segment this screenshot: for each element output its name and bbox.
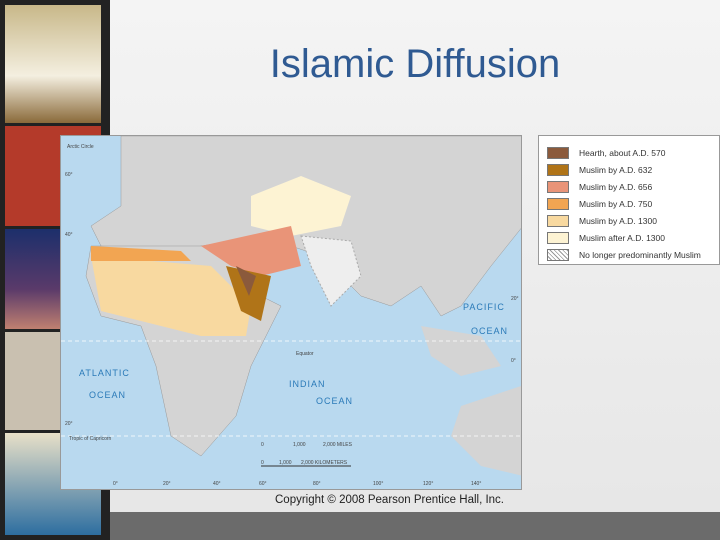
legend-swatch (547, 146, 569, 159)
indian-label: INDIAN (289, 379, 326, 389)
lon-label: 120° (423, 481, 434, 487)
scale-km-0: 0 (261, 460, 264, 466)
scale-mile-0: 0 (261, 442, 264, 448)
legend-item: Hearth, about A.D. 570 (547, 144, 719, 161)
footer-bar (110, 512, 720, 540)
lon-label: 20° (163, 481, 171, 487)
arctic-circle-label: Arctic Circle (67, 144, 94, 150)
pacific-ocean-label: OCEAN (471, 326, 509, 336)
region-1300-central-asia (251, 176, 351, 236)
legend-swatch (547, 231, 569, 244)
atlantic-ocean-label: OCEAN (89, 390, 127, 400)
diffusion-map: Arctic Circle ATLANTIC OCEAN INDIAN OCEA… (60, 135, 522, 490)
legend-item: Muslim by A.D. 1300 (547, 212, 719, 229)
atlantic-label: ATLANTIC (79, 368, 130, 378)
lon-label: 40° (213, 481, 221, 487)
region-750 (91, 246, 191, 261)
legend-label: Muslim by A.D. 632 (579, 164, 653, 175)
church-image (5, 5, 101, 123)
lat-label: 20° (65, 421, 73, 427)
slide-title: Islamic Diffusion (269, 42, 561, 86)
scale-mile-2000: 2,000 MILES (323, 442, 352, 448)
lat-label: 60° (65, 172, 73, 178)
legend-swatch (547, 214, 569, 227)
copyright-text: Copyright © 2008 Pearson Prentice Hall, … (275, 494, 505, 506)
lon-label: 0° (113, 481, 118, 487)
legend-label: Muslim after A.D. 1300 (579, 232, 665, 243)
region-no-longer-muslim (300, 235, 362, 307)
lon-label: 60° (259, 481, 267, 487)
lat-label: 0° (511, 358, 516, 364)
land-se-asia (421, 326, 501, 376)
scale-km-2000: 2,000 KILOMETERS (301, 460, 348, 466)
lon-label: 140° (471, 481, 482, 487)
indian-ocean-label: OCEAN (316, 396, 354, 406)
legend-item: No longer predominantly Muslim (547, 246, 719, 263)
lat-label: 20° (511, 296, 519, 302)
legend-item: Muslim by A.D. 656 (547, 178, 719, 195)
capricorn-label: Tropic of Capricorn (69, 436, 112, 442)
scale-km-1000: 1,000 (279, 460, 292, 466)
map-graphic (61, 136, 521, 476)
legend-swatch (547, 163, 569, 176)
legend-item: Muslim by A.D. 632 (547, 161, 719, 178)
legend-label: Muslim by A.D. 1300 (579, 215, 657, 226)
legend-label: No longer predominantly Muslim (579, 249, 701, 260)
legend-swatch (547, 197, 569, 210)
legend-swatch (547, 180, 569, 193)
legend-item: Muslim by A.D. 750 (547, 195, 719, 212)
scale-mile-1000: 1,000 (293, 442, 306, 448)
legend-label: Muslim by A.D. 656 (579, 181, 653, 192)
map-legend: Hearth, about A.D. 570 Muslim by A.D. 632… (538, 135, 720, 265)
region-hearth (236, 266, 256, 296)
legend-label: Hearth, about A.D. 570 (579, 147, 666, 158)
lon-label: 100° (373, 481, 384, 487)
legend-label: Muslim by A.D. 750 (579, 198, 653, 209)
land-australia (451, 386, 521, 476)
legend-swatch (547, 248, 569, 261)
equator-label: Equator (296, 351, 314, 357)
region-1300-africa (91, 256, 251, 336)
pacific-label: PACIFIC (463, 302, 505, 312)
region-656 (201, 226, 301, 276)
lon-label: 80° (313, 481, 321, 487)
legend-item: Muslim after A.D. 1300 (547, 229, 719, 246)
lat-label: 40° (65, 232, 73, 238)
